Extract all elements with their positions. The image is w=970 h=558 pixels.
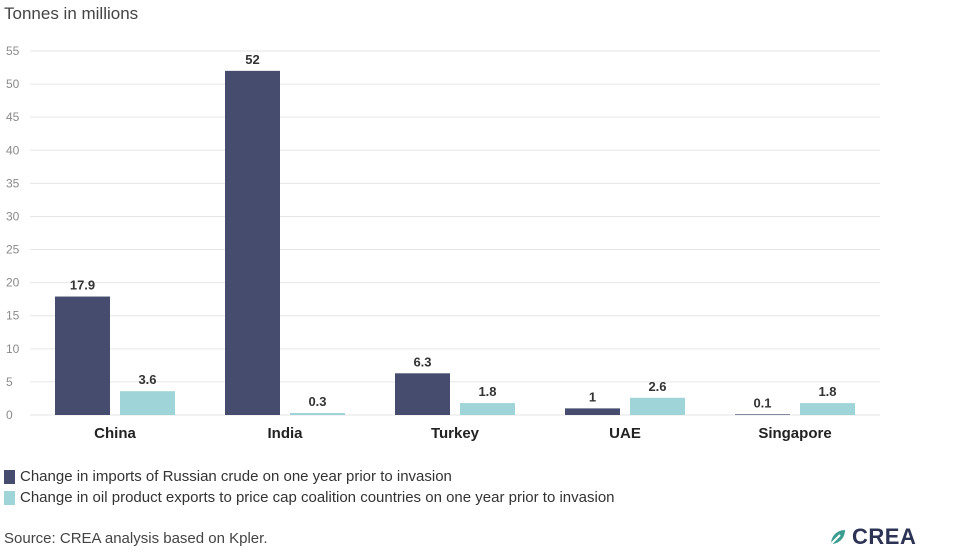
x-axis-ticks: China India Turkey UAE Singapore <box>94 425 832 442</box>
y-tick-label: 0 <box>6 408 13 422</box>
y-tick-label: 25 <box>6 243 20 257</box>
bar-china-series-2 <box>120 391 175 415</box>
legend-swatch-series-1 <box>4 469 15 484</box>
grid-lines <box>30 50 880 416</box>
x-tick-label: Turkey <box>431 425 480 442</box>
bars <box>55 70 855 415</box>
bar-india-series-1 <box>225 70 280 415</box>
bar-chart: 0 5 10 15 20 25 30 35 40 45 50 55 17.9 3.6 52 0.3 6.3 1.… <box>6 44 880 442</box>
x-tick-label: UAE <box>609 425 641 442</box>
legend-label-series-1: Change in imports of Russian crude on on… <box>20 468 452 485</box>
x-tick-label: India <box>267 425 303 442</box>
data-label: 2.6 <box>648 379 666 394</box>
y-tick-label: 15 <box>6 309 20 323</box>
bar-india-series-2 <box>290 413 345 415</box>
data-label: 1 <box>589 389 596 404</box>
data-label: 52 <box>245 52 259 67</box>
y-tick-label: 35 <box>6 176 20 190</box>
y-tick-label: 20 <box>6 276 20 290</box>
y-tick-label: 10 <box>6 342 20 356</box>
x-tick-label: Singapore <box>758 425 831 442</box>
data-label: 6.3 <box>413 354 431 369</box>
data-label: 0.3 <box>308 394 326 409</box>
legend-entry-series-1: Change in imports of Russian crude on on… <box>4 468 452 485</box>
bar-turkey-series-1 <box>395 373 450 415</box>
crea-leaf-icon <box>830 530 845 545</box>
bar-uae-series-2 <box>630 397 685 415</box>
logo-text: CREA <box>852 524 917 549</box>
y-axis-ticks: 0 5 10 15 20 25 30 35 40 45 50 55 <box>6 44 20 422</box>
data-labels: 17.9 3.6 52 0.3 6.3 1.8 1 2.6 0.1 1.8 <box>70 52 837 410</box>
legend-label-series-2: Change in oil product exports to price c… <box>20 489 615 506</box>
y-tick-label: 50 <box>6 77 20 91</box>
bar-china-series-1 <box>55 296 110 415</box>
data-label: 1.8 <box>478 384 496 399</box>
y-tick-label: 5 <box>6 375 13 389</box>
bar-uae-series-1 <box>565 408 620 415</box>
y-tick-label: 55 <box>6 44 20 58</box>
y-tick-label: 45 <box>6 110 20 124</box>
legend-entry-series-2: Change in oil product exports to price c… <box>4 489 615 506</box>
legend-swatch-series-2 <box>4 490 15 505</box>
bar-singapore-series-2 <box>800 403 855 415</box>
crea-logo: CREA <box>828 524 916 550</box>
bar-singapore-series-1 <box>735 414 790 415</box>
unit-label: Tonnes in millions <box>4 4 139 23</box>
data-label: 3.6 <box>138 372 156 387</box>
y-tick-label: 40 <box>6 143 20 157</box>
y-tick-label: 30 <box>6 209 20 223</box>
source-note: Source: CREA analysis based on Kpler. <box>4 530 268 547</box>
bar-turkey-series-2 <box>460 403 515 415</box>
x-tick-label: China <box>94 425 136 442</box>
data-label: 0.1 <box>753 395 771 410</box>
data-label: 1.8 <box>818 384 836 399</box>
data-label: 17.9 <box>70 278 95 293</box>
